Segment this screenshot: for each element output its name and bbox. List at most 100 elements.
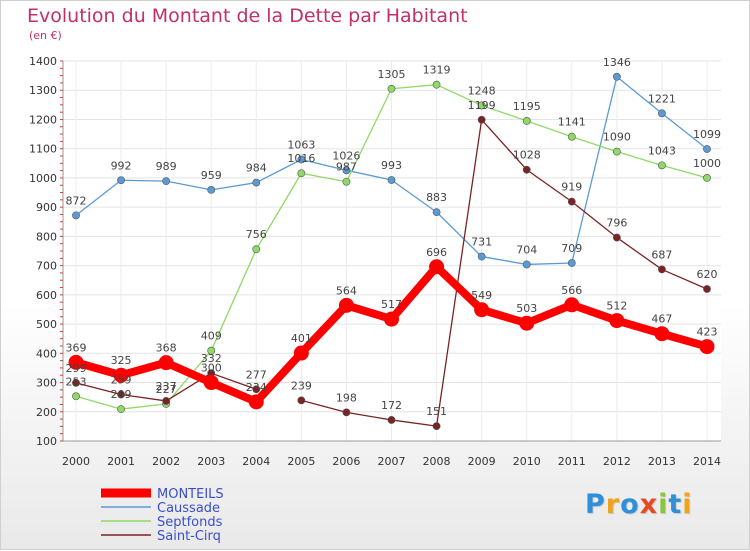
legend-label: Saint-Cirq (157, 529, 221, 544)
data-point (387, 84, 396, 93)
brand-letter: o (620, 489, 640, 520)
data-point (519, 315, 535, 331)
data-label: 704 (516, 243, 537, 256)
chart-unit: (en €) (29, 29, 62, 42)
data-point (203, 375, 219, 391)
data-point (297, 169, 306, 178)
data-label: 237 (156, 380, 177, 393)
data-point (72, 211, 80, 220)
data-point (567, 197, 576, 206)
brand-letter: P (585, 489, 606, 520)
data-label: 1195 (513, 100, 541, 113)
data-label: 369 (66, 341, 87, 354)
data-point (72, 392, 80, 401)
data-label: 300 (201, 362, 222, 375)
data-point (654, 326, 670, 342)
data-point (567, 259, 576, 267)
data-point (338, 297, 354, 313)
x-tick-label: 2002 (152, 455, 180, 468)
data-label: 993 (381, 159, 402, 172)
data-point (474, 302, 490, 318)
data-point (342, 408, 351, 417)
series-line (300, 119, 708, 427)
data-point (477, 252, 486, 261)
data-label: 756 (246, 228, 267, 241)
x-tick-label: 2004 (242, 455, 270, 468)
y-tick-label: 700 (36, 260, 57, 273)
data-point (522, 260, 531, 269)
y-tick-label: 600 (36, 289, 57, 302)
x-tick-label: 2014 (693, 455, 721, 468)
x-tick-label: 2006 (332, 455, 360, 468)
legend-label: MONTEILS (157, 487, 224, 502)
data-label: 959 (201, 169, 222, 182)
data-label: 1063 (287, 139, 315, 152)
brand-logo: Proxiti (585, 489, 693, 520)
data-label: 1199 (468, 99, 496, 112)
brand-letter: r (605, 489, 621, 520)
data-label: 731 (471, 236, 492, 249)
data-label: 1043 (648, 144, 676, 157)
x-tick-label: 2012 (603, 455, 631, 468)
data-label: 368 (156, 342, 177, 355)
data-point (297, 155, 306, 164)
data-point (609, 313, 625, 329)
data-point (658, 109, 666, 118)
data-label: 564 (336, 284, 357, 297)
data-label: 409 (201, 330, 222, 343)
data-point (68, 354, 84, 370)
data-point (207, 346, 216, 355)
x-tick-label: 2013 (648, 455, 676, 468)
data-label: 423 (697, 326, 718, 339)
data-point (658, 265, 666, 274)
x-tick-label: 2008 (423, 455, 451, 468)
data-label: 1346 (603, 56, 631, 69)
data-point (117, 176, 125, 185)
data-label: 332 (201, 352, 222, 365)
data-point (612, 147, 621, 156)
data-label: 1305 (378, 68, 406, 81)
data-point (522, 165, 531, 174)
y-tick-label: 500 (36, 318, 57, 331)
data-label: 198 (336, 391, 357, 404)
y-tick-label: 300 (36, 377, 57, 390)
data-label: 566 (561, 284, 582, 297)
data-point (387, 176, 396, 184)
y-tick-label: 1400 (29, 55, 57, 68)
data-point (567, 132, 576, 141)
legend-label: Septfonds (157, 515, 223, 530)
data-point (158, 355, 174, 371)
data-label: 687 (651, 248, 672, 261)
data-point (612, 233, 621, 242)
data-label: 883 (426, 191, 447, 204)
data-label: 209 (111, 388, 132, 401)
legend-label: Caussade (157, 501, 220, 516)
y-tick-label: 200 (36, 406, 57, 419)
x-tick-label: 2005 (287, 455, 315, 468)
data-point (522, 117, 531, 125)
x-tick-label: 2007 (378, 455, 406, 468)
data-label: 1141 (558, 116, 586, 129)
data-point (117, 405, 125, 414)
brand-letter: t (668, 489, 683, 520)
data-point (207, 186, 216, 194)
data-point (703, 145, 711, 153)
data-label: 919 (561, 181, 582, 194)
data-point (658, 161, 666, 170)
data-point (297, 396, 306, 405)
y-tick-label: 100 (36, 435, 57, 448)
data-point (387, 416, 396, 424)
data-label: 1221 (648, 92, 676, 105)
y-tick-label: 800 (36, 230, 57, 243)
data-point (432, 80, 441, 89)
x-tick-label: 2000 (62, 455, 90, 468)
chart-title: Evolution du Montant de la Dette par Hab… (27, 5, 468, 27)
data-label: 696 (426, 246, 447, 259)
y-tick-label: 1200 (29, 113, 57, 126)
data-label: 503 (516, 302, 537, 315)
data-point (699, 339, 715, 355)
data-label: 1099 (693, 128, 721, 141)
data-point (384, 311, 399, 327)
data-point (432, 208, 441, 217)
